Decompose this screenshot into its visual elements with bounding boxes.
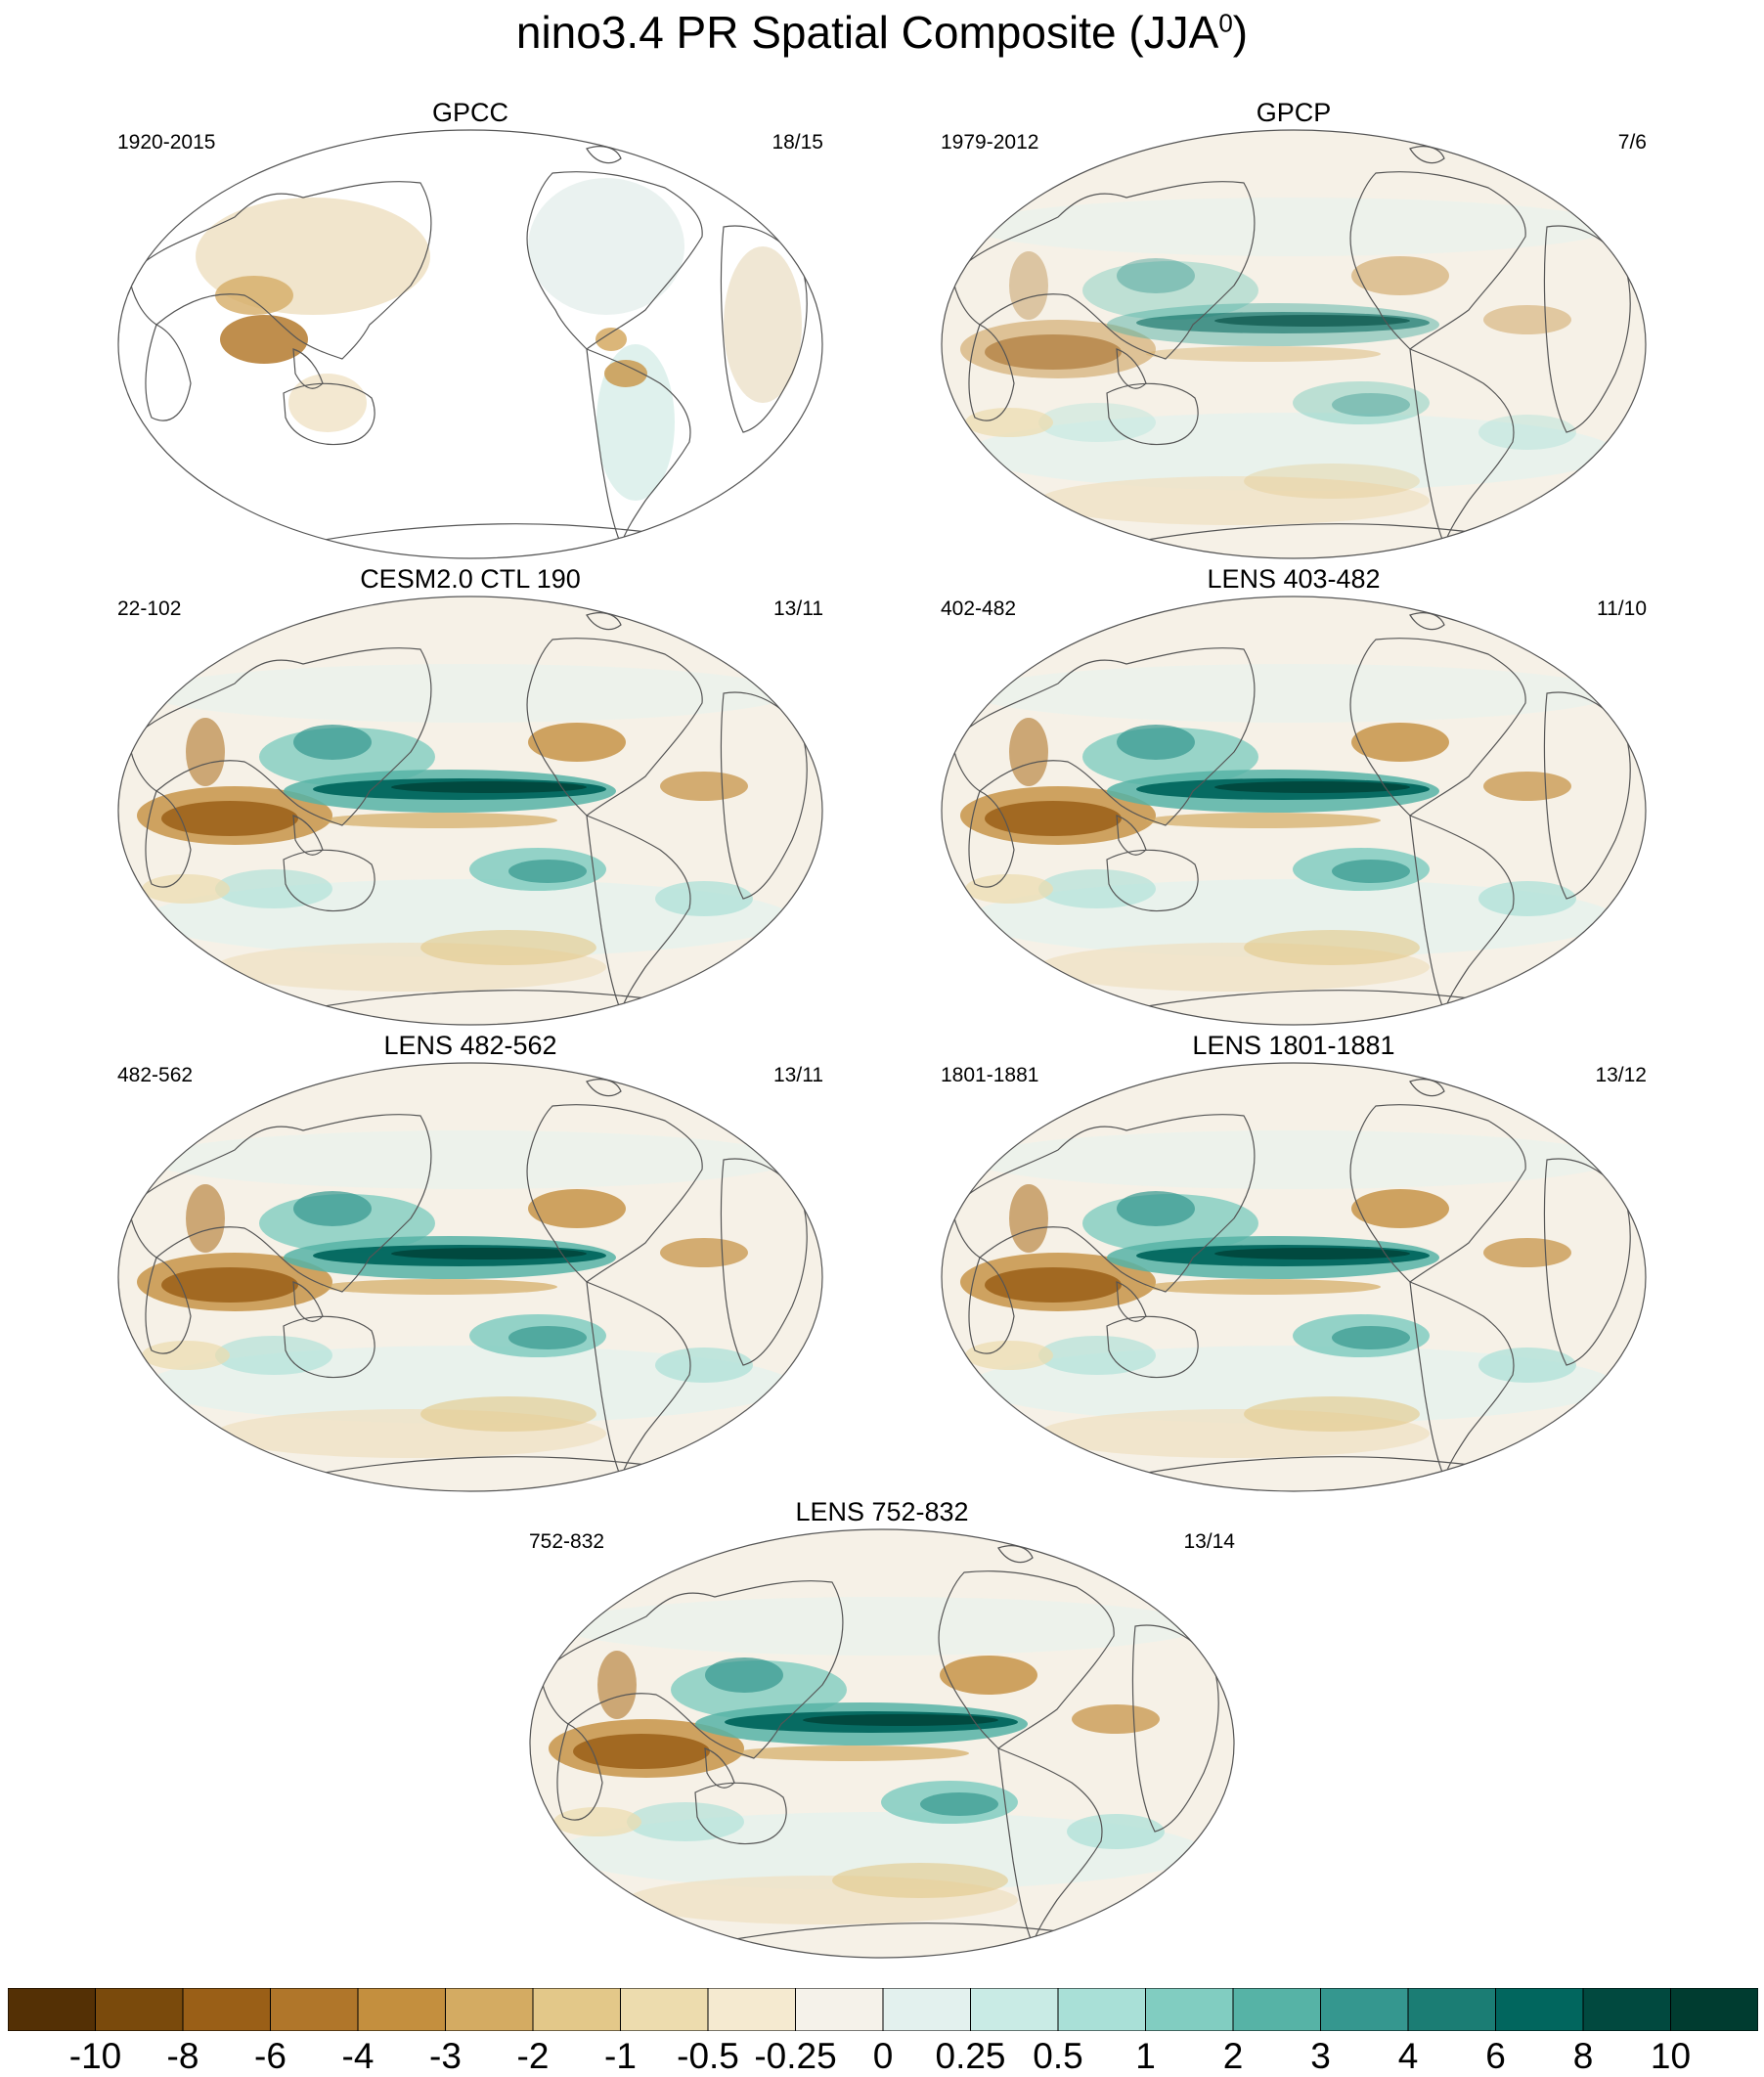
- map-plot: [529, 1528, 1235, 1959]
- colorbar-swatch: [795, 1987, 884, 2032]
- colorbar-label: -10: [68, 2036, 122, 2076]
- panel-count: 7/6: [1617, 131, 1647, 154]
- colorbar-label: 0: [872, 2036, 894, 2076]
- map-plot: [941, 596, 1647, 1026]
- panel-count: 13/14: [1183, 1530, 1235, 1553]
- panel-title: GPCC: [431, 98, 508, 127]
- panel-title: LENS 403-482: [1207, 564, 1381, 594]
- panel-years: 752-832: [529, 1530, 605, 1553]
- colorbar-swatch: [445, 1987, 534, 2032]
- map-plot: [941, 1062, 1647, 1492]
- colorbar-label: -8: [166, 2036, 199, 2076]
- colorbar-swatch: [95, 1987, 184, 2032]
- colorbar-swatch: [1495, 1987, 1584, 2032]
- colorbar-label: -0.5: [677, 2036, 739, 2076]
- colorbar-label: -1: [604, 2036, 637, 2076]
- panel-years: 482-562: [117, 1064, 194, 1086]
- colorbar-label: 8: [1572, 2036, 1594, 2076]
- panel-title: CESM2.0 CTL 190: [360, 564, 581, 594]
- colorbar-label: 0.25: [935, 2036, 1006, 2076]
- colorbar-label: -6: [254, 2036, 287, 2076]
- colorbar-swatch: [270, 1987, 359, 2032]
- panel-count: 18/15: [772, 131, 823, 154]
- colorbar: [7, 1987, 1759, 2032]
- colorbar-swatch: [882, 1987, 971, 2032]
- colorbar-label: -0.25: [754, 2036, 837, 2076]
- map-panel: LENS 403-482 402-482 11/10: [941, 564, 1647, 1030]
- map-plot: [117, 1062, 823, 1492]
- colorbar-swatch: [182, 1987, 271, 2032]
- panel-count: 11/10: [1597, 597, 1647, 620]
- map-plot: [117, 129, 823, 559]
- colorbar-swatch: [1232, 1987, 1321, 2032]
- page-title: nino3.4 PR Spatial Composite (JJA0): [515, 7, 1249, 58]
- map-panel: CESM2.0 CTL 190 22-102 13/11: [117, 564, 823, 1030]
- panel-count: 13/11: [773, 1064, 823, 1086]
- colorbar-swatch: [1407, 1987, 1496, 2032]
- colorbar-swatches: [7, 1987, 1759, 2032]
- panel-count: 13/11: [773, 597, 823, 620]
- map-panel: GPCC 1920-2015 18/15: [117, 98, 823, 563]
- panel-years: 402-482: [941, 597, 1017, 620]
- colorbar-label: 6: [1485, 2036, 1506, 2076]
- colorbar-swatch: [707, 1987, 796, 2032]
- colorbar-swatch: [357, 1987, 446, 2032]
- colorbar-label: 4: [1397, 2036, 1419, 2076]
- colorbar-swatch: [1145, 1987, 1234, 2032]
- panel-years: 1801-1881: [941, 1064, 1039, 1086]
- colorbar-swatch: [1582, 1987, 1671, 2032]
- colorbar-label: 0.5: [1033, 2036, 1083, 2076]
- colorbar-label: -4: [341, 2036, 375, 2076]
- panel-count: 13/12: [1595, 1064, 1647, 1086]
- colorbar-label: 3: [1310, 2036, 1331, 2076]
- panel-title: LENS 1801-1881: [1192, 1031, 1395, 1060]
- map-panel: LENS 1801-1881 1801-1881 13/12: [941, 1031, 1647, 1496]
- colorbar-swatch: [1057, 1987, 1146, 2032]
- colorbar-swatch: [1320, 1987, 1409, 2032]
- colorbar-swatch: [1670, 1987, 1759, 2032]
- map-panel: LENS 482-562 482-562 13/11: [117, 1031, 823, 1496]
- panel-years: 1979-2012: [941, 131, 1039, 154]
- colorbar-swatch: [7, 1987, 96, 2032]
- colorbar-label: 2: [1222, 2036, 1244, 2076]
- map-plot: [941, 129, 1647, 559]
- panel-years: 22-102: [117, 597, 182, 620]
- colorbar-label: -3: [429, 2036, 462, 2076]
- panel-title: GPCP: [1256, 98, 1332, 127]
- panel-years: 1920-2015: [117, 131, 216, 154]
- colorbar-swatch: [970, 1987, 1059, 2032]
- colorbar-label: 10: [1650, 2036, 1692, 2076]
- map-panel: LENS 752-832 752-832 13/14: [529, 1497, 1235, 1963]
- colorbar-swatch: [620, 1987, 709, 2032]
- panel-title: LENS 752-832: [795, 1497, 969, 1526]
- colorbar-label: -2: [516, 2036, 550, 2076]
- panel-title: LENS 482-562: [383, 1031, 557, 1060]
- colorbar-label: 1: [1135, 2036, 1156, 2076]
- map-plot: [117, 596, 823, 1026]
- map-panel: GPCP 1979-2012 7/6: [941, 98, 1647, 563]
- colorbar-swatch: [532, 1987, 621, 2032]
